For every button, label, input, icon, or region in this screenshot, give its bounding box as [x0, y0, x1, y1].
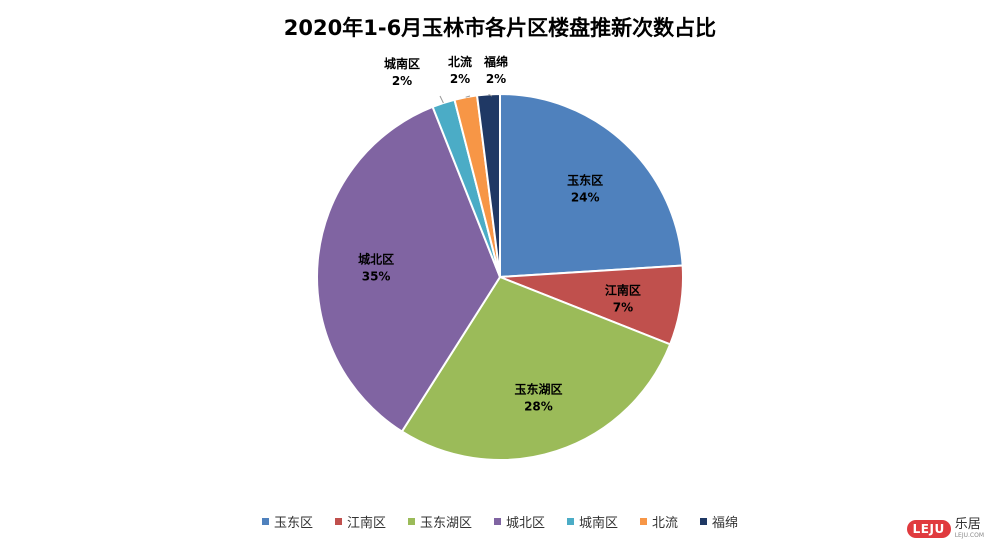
leader-line-5: [439, 95, 444, 104]
brand-text: 乐居 LEJU.COM: [955, 518, 984, 539]
legend-item: 城北区: [493, 512, 545, 531]
legend-item: 江南区: [334, 512, 386, 531]
pie-slice-7: [475, 92, 501, 278]
brand-logo: LEJU 乐居 LEJU.COM: [906, 518, 984, 539]
slice-category-label: 福绵: [483, 54, 508, 69]
slice-label-1: 玉东区 24%: [567, 172, 603, 204]
slice-percent-label: 2%: [392, 74, 412, 88]
legend-item: 城南区: [567, 512, 618, 531]
slice-label-2: 江南区 7%: [605, 282, 641, 314]
slice-label-3: 玉东湖区 28%: [514, 381, 562, 413]
legend-item: 北流: [640, 512, 678, 531]
slice-percent-label: 28%: [524, 399, 553, 413]
legend-label: 玉东区: [273, 516, 313, 531]
legend-item: 玉东区: [261, 512, 313, 531]
legend-label: 北流: [652, 516, 679, 531]
legend-swatch: [493, 518, 501, 525]
slice-category-label: 北流: [448, 54, 472, 69]
slice-percent-label: 24%: [571, 190, 600, 204]
leju-logo-mark: LEJU: [906, 519, 951, 538]
slice-category-label: 玉东湖区: [514, 381, 562, 396]
leader-line-7: [488, 93, 493, 97]
pie-slice-1: [499, 92, 684, 279]
slice-label-7: 福绵 2%: [483, 54, 508, 86]
legend-item: 福绵: [700, 512, 738, 531]
legend-label: 城北区: [505, 516, 545, 531]
legend-item: 玉东湖区: [407, 512, 472, 531]
legend-swatch: [261, 518, 269, 525]
slice-category-label: 江南区: [605, 282, 641, 297]
legend-swatch: [640, 518, 648, 525]
slice-label-6: 北流 2%: [448, 54, 472, 86]
legend-swatch: [407, 518, 415, 525]
chart-title: 2020年1-6月玉林市各片区楼盘推新次数占比: [283, 16, 717, 40]
slice-percent-label: 2%: [450, 72, 470, 86]
legend: 玉东区 江南区 玉东湖区 城北区 城南区 北流 福绵: [0, 512, 1000, 531]
slice-percent-label: 2%: [486, 72, 506, 86]
pie-slice-3: [400, 275, 672, 461]
legend-label: 玉东湖区: [419, 516, 472, 531]
brand-cn-name: 乐居: [954, 517, 981, 532]
slice-label-4: 城北区 35%: [358, 251, 394, 283]
slice-category-label: 玉东区: [567, 172, 603, 187]
leader-line-6: [465, 95, 471, 98]
slice-label-5: 城南区 2%: [384, 56, 420, 88]
pie-slice-4: [316, 105, 502, 433]
brand-url: LEJU.COM: [954, 532, 984, 539]
legend-swatch: [567, 518, 574, 525]
legend-swatch: [700, 518, 708, 525]
slice-category-label: 城南区: [384, 56, 420, 71]
legend-swatch: [334, 518, 342, 525]
legend-label: 城南区: [579, 516, 619, 531]
legend-label: 福绵: [712, 516, 739, 531]
legend-label: 江南区: [346, 516, 386, 531]
slice-percent-label: 35%: [362, 269, 391, 283]
slice-category-label: 城北区: [358, 251, 394, 266]
slice-percent-label: 7%: [613, 300, 633, 314]
